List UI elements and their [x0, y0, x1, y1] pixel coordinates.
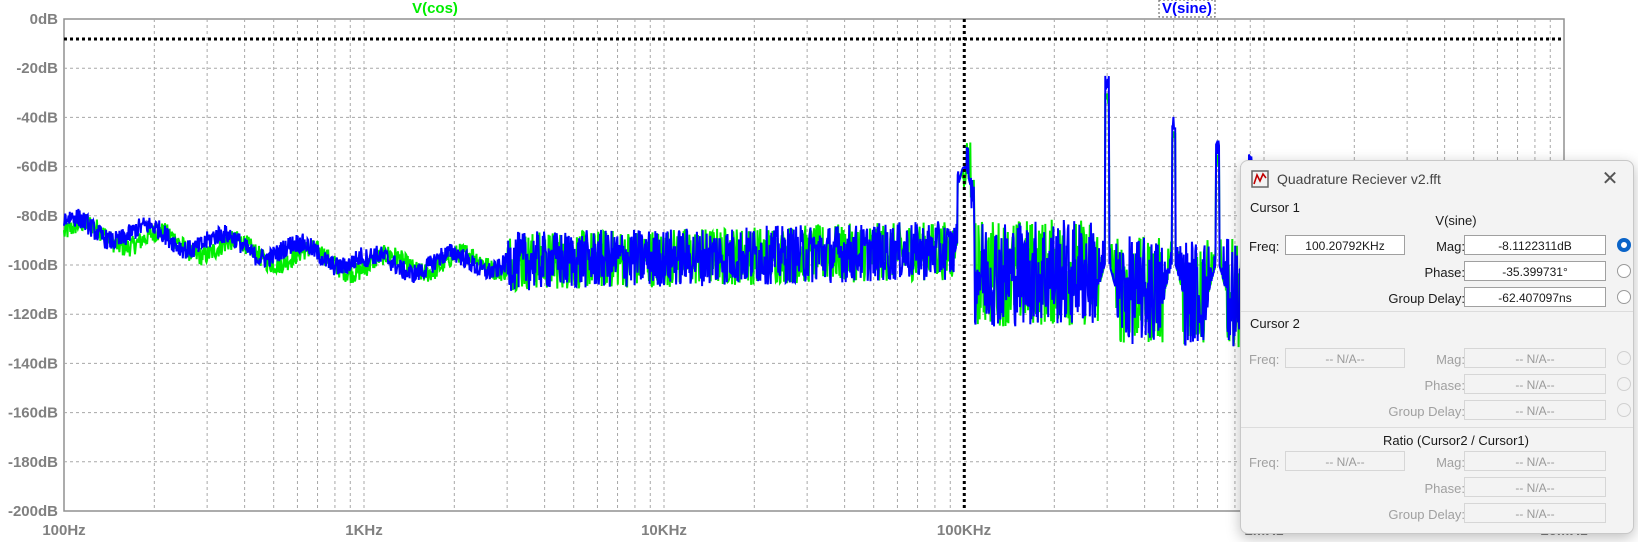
trace-label-vsine-focus	[1158, 0, 1216, 18]
cursor1-freq-label: Freq:	[1249, 239, 1280, 254]
cursor2-phase-radio	[1617, 377, 1631, 391]
ratio-phase-field: -- N/A--	[1464, 477, 1606, 497]
x-tick-label: 100Hz	[42, 522, 85, 539]
y-tick-label: -180dB	[8, 454, 58, 471]
cursor1-group-delay-field[interactable]: -62.407097ns	[1464, 287, 1606, 307]
cursor2-freq-label: Freq:	[1249, 352, 1280, 367]
y-tick-label: -80dB	[16, 208, 58, 225]
cursor1-group-delay-label: Group Delay:	[1388, 291, 1465, 306]
y-tick-label: -40dB	[16, 109, 58, 126]
ratio-group-label: Ratio (Cursor2 / Cursor1)	[1383, 433, 1529, 448]
y-tick-label: -60dB	[16, 159, 58, 176]
cursor2-group-delay-label: Group Delay:	[1388, 404, 1465, 419]
cursor2-phase-label: Phase:	[1424, 378, 1465, 393]
cursor1-phase-label: Phase:	[1424, 265, 1465, 280]
cursor1-mag-radio[interactable]	[1617, 238, 1631, 252]
trace-label-vsine[interactable]: V(sine)	[1162, 0, 1212, 17]
y-tick-label: 0dB	[30, 11, 59, 28]
x-tick-label: 1KHz	[345, 522, 383, 539]
separator	[1241, 311, 1633, 312]
cursor2-mag-field: -- N/A--	[1464, 348, 1606, 368]
close-button[interactable]: ✕	[1601, 168, 1619, 190]
y-tick-label: -140dB	[8, 355, 58, 372]
dialog-title: Quadrature Reciever v2.fft	[1277, 171, 1441, 187]
ratio-freq-label: Freq:	[1249, 455, 1280, 470]
separator	[1241, 427, 1633, 428]
cursor1-phase-field[interactable]: -35.399731°	[1464, 261, 1606, 281]
dialog-titlebar[interactable]: Quadrature Reciever v2.fft ✕	[1241, 161, 1633, 197]
cursor1-mag-field[interactable]: -8.1122311dB	[1464, 235, 1606, 255]
app-icon	[1251, 170, 1269, 188]
cursor2-mag-radio	[1617, 351, 1631, 365]
cursor1-group-delay-radio[interactable]	[1617, 290, 1631, 304]
cursor1-group-label: Cursor 1	[1250, 200, 1300, 215]
cursor1-freq-field[interactable]: 100.20792KHz	[1285, 235, 1405, 255]
ratio-freq-field: -- N/A--	[1285, 451, 1405, 471]
cursor2-freq-field: -- N/A--	[1285, 348, 1405, 368]
cursor2-group-delay-radio	[1617, 403, 1631, 417]
cursor2-phase-field: -- N/A--	[1464, 374, 1606, 394]
ratio-mag-label: Mag:	[1436, 455, 1465, 470]
x-tick-label: 100KHz	[937, 522, 991, 539]
y-tick-label: -100dB	[8, 257, 58, 274]
y-tick-label: -120dB	[8, 306, 58, 323]
trace-label-vcos[interactable]: V(cos)	[412, 0, 458, 17]
cursor2-group-delay-field: -- N/A--	[1464, 400, 1606, 420]
y-axis-ticks: 0dB -20dB -40dB -60dB -80dB -100dB -120dB -140d…	[8, 11, 58, 520]
y-tick-label: -20dB	[16, 60, 58, 77]
cursor2-group-label: Cursor 2	[1250, 316, 1300, 331]
cursor1-phase-radio[interactable]	[1617, 264, 1631, 278]
y-tick-label: -200dB	[8, 503, 58, 520]
y-tick-label: -160dB	[8, 405, 58, 422]
ratio-group-delay-label: Group Delay:	[1388, 507, 1465, 522]
ratio-group-delay-field: -- N/A--	[1464, 503, 1606, 523]
x-tick-label: 10KHz	[641, 522, 687, 539]
ratio-mag-field: -- N/A--	[1464, 451, 1606, 471]
cursor1-mag-label: Mag:	[1436, 239, 1465, 254]
cursor-dialog[interactable]: Quadrature Reciever v2.fft ✕ Cursor 1 V(…	[1240, 160, 1634, 534]
cursor1-trace-name: V(sine)	[1435, 213, 1477, 228]
cursor2-mag-label: Mag:	[1436, 352, 1465, 367]
ratio-phase-label: Phase:	[1424, 481, 1465, 496]
